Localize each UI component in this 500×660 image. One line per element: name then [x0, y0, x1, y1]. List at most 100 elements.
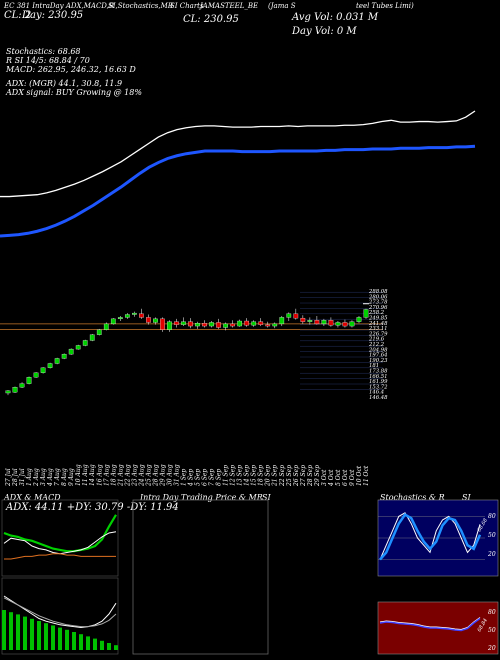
header-name-a: (Jama S — [268, 2, 296, 10]
date-tick: 3 Oct — [321, 469, 328, 486]
date-tick: 24 Aug — [138, 464, 145, 487]
date-tick: 29 Sep — [314, 465, 321, 487]
header-symbol: JAMASTEEL_BE — [200, 2, 259, 10]
date-tick: 7 Sep — [209, 469, 216, 486]
candle-body — [244, 320, 250, 326]
date-tick: 22 Sep — [279, 465, 286, 487]
date-tick: 1 Sep — [180, 469, 187, 486]
price-tick: 226.79 — [368, 331, 388, 337]
macd-histogram-bar — [72, 632, 76, 650]
stoch-readout: Stochastics: 68.68 — [6, 47, 81, 56]
macd-histogram-bar — [79, 634, 83, 650]
candle-body — [209, 322, 214, 327]
date-tick: 12 Sep — [230, 465, 237, 486]
candle-body — [82, 340, 88, 346]
header-day-left: Day: 230.95 — [22, 10, 84, 21]
candle-body — [272, 323, 278, 327]
macd-histogram-bar — [44, 623, 48, 650]
ma-blue-line — [0, 144, 476, 238]
date-tick: 3 Aug — [40, 468, 47, 486]
price-tick: 161.99 — [369, 379, 388, 385]
candle-body — [258, 321, 264, 325]
rsi-tick-80: 80 — [488, 609, 496, 616]
candle-body — [139, 313, 144, 318]
candle-body — [167, 321, 172, 330]
candle-body — [321, 320, 327, 325]
adx-panel-frame — [1, 499, 119, 577]
macd-histogram-bar — [37, 621, 41, 650]
date-tick: 5 Sep — [195, 469, 202, 486]
ma-white-line — [0, 110, 476, 198]
candle-body — [363, 309, 369, 318]
date-tick: 8 Sep — [216, 469, 223, 486]
main-price-chart: 288.08280.06273.78270.96258.2249.85241.4… — [0, 110, 476, 487]
date-tick: 2 Aug — [33, 468, 40, 487]
intraday-panel-frame — [132, 499, 269, 655]
adx-panel-values: ADX: 44.11 +DY: 30.79 -DY: 11.94 — [6, 502, 179, 513]
price-tick: 241.48 — [368, 321, 388, 327]
header-avg-vol: Avg Vol: 0.031 M — [292, 12, 379, 23]
candle-body — [279, 317, 285, 325]
date-tick: 31 Jul — [19, 468, 26, 486]
candle-body — [47, 363, 53, 368]
macd-histogram-bar — [2, 610, 6, 650]
macd-histogram-bar — [23, 616, 27, 650]
price-axis: 288.08280.06273.78270.96258.2249.85241.4… — [368, 289, 388, 401]
candle-body — [68, 348, 74, 355]
date-tick: 27 Jul — [5, 468, 12, 487]
date-tick: 4 Aug — [47, 468, 54, 487]
date-tick: 7 Aug — [54, 468, 61, 486]
price-tick: 204.98 — [368, 347, 388, 353]
macd-histogram-bar — [107, 643, 111, 650]
date-tick: 14 Aug — [89, 464, 96, 486]
candle-body — [286, 313, 292, 318]
signal-line — [3, 597, 117, 628]
stoch-panel-title: Stochastics & R — [380, 493, 445, 502]
candle-body — [230, 323, 235, 327]
rsi-avg-line — [379, 617, 481, 632]
macd-histogram-bar — [93, 638, 97, 650]
candle-body — [237, 320, 242, 327]
date-tick: 23 Aug — [131, 464, 138, 487]
header-day-vol: Day Vol: 0 M — [292, 26, 357, 37]
price-tick: 212.2 — [368, 342, 385, 348]
date-tick: 1 Aug — [26, 468, 33, 486]
candle-body — [132, 312, 137, 315]
date-tick: 9 Oct — [349, 469, 356, 486]
price-tick: 197.64 — [369, 353, 388, 359]
date-tick: 16 Aug — [96, 464, 103, 486]
macd-histogram-bar — [30, 618, 34, 650]
macd-histogram-bar — [86, 636, 90, 650]
stoch-lines — [378, 512, 485, 561]
candle-body — [265, 324, 271, 327]
macd-histogram-bar — [9, 612, 13, 650]
price-tick: 173.88 — [369, 369, 388, 375]
price-tick: 288.08 — [368, 289, 388, 295]
candle-body — [160, 318, 165, 330]
candle-body — [103, 323, 109, 330]
price-tick: 181 — [369, 363, 379, 369]
candle-body — [26, 377, 32, 384]
candle-body — [153, 318, 158, 323]
date-tick: 30 Aug — [166, 464, 173, 486]
stoch-tick-50: 50 — [488, 532, 496, 539]
date-tick: 4 Oct — [328, 469, 335, 487]
date-tick: 25 Sep — [286, 465, 293, 487]
date-tick: 20 Sep — [265, 465, 272, 487]
rsi-line — [379, 617, 481, 631]
date-tick: 15 Sep — [251, 465, 258, 486]
rsi-readout: R SI 14/5: 68.84 / 70 — [6, 56, 90, 65]
candle-body — [12, 387, 18, 393]
candle-body — [96, 329, 102, 335]
price-tick: 219.6 — [368, 337, 385, 343]
date-tick: 10 Aug — [75, 464, 82, 486]
minus-di-line — [4, 553, 116, 560]
date-tick: 18 Aug — [110, 464, 117, 486]
date-tick: 21 Sep — [272, 465, 279, 487]
intraday-panel-title-b: SI — [262, 493, 271, 502]
stoch-panel-title-b: SI — [462, 493, 471, 502]
stoch-tick-20: 20 — [487, 551, 496, 558]
price-tick: 233.11 — [368, 326, 388, 332]
date-tick: 11 Aug — [82, 464, 89, 486]
